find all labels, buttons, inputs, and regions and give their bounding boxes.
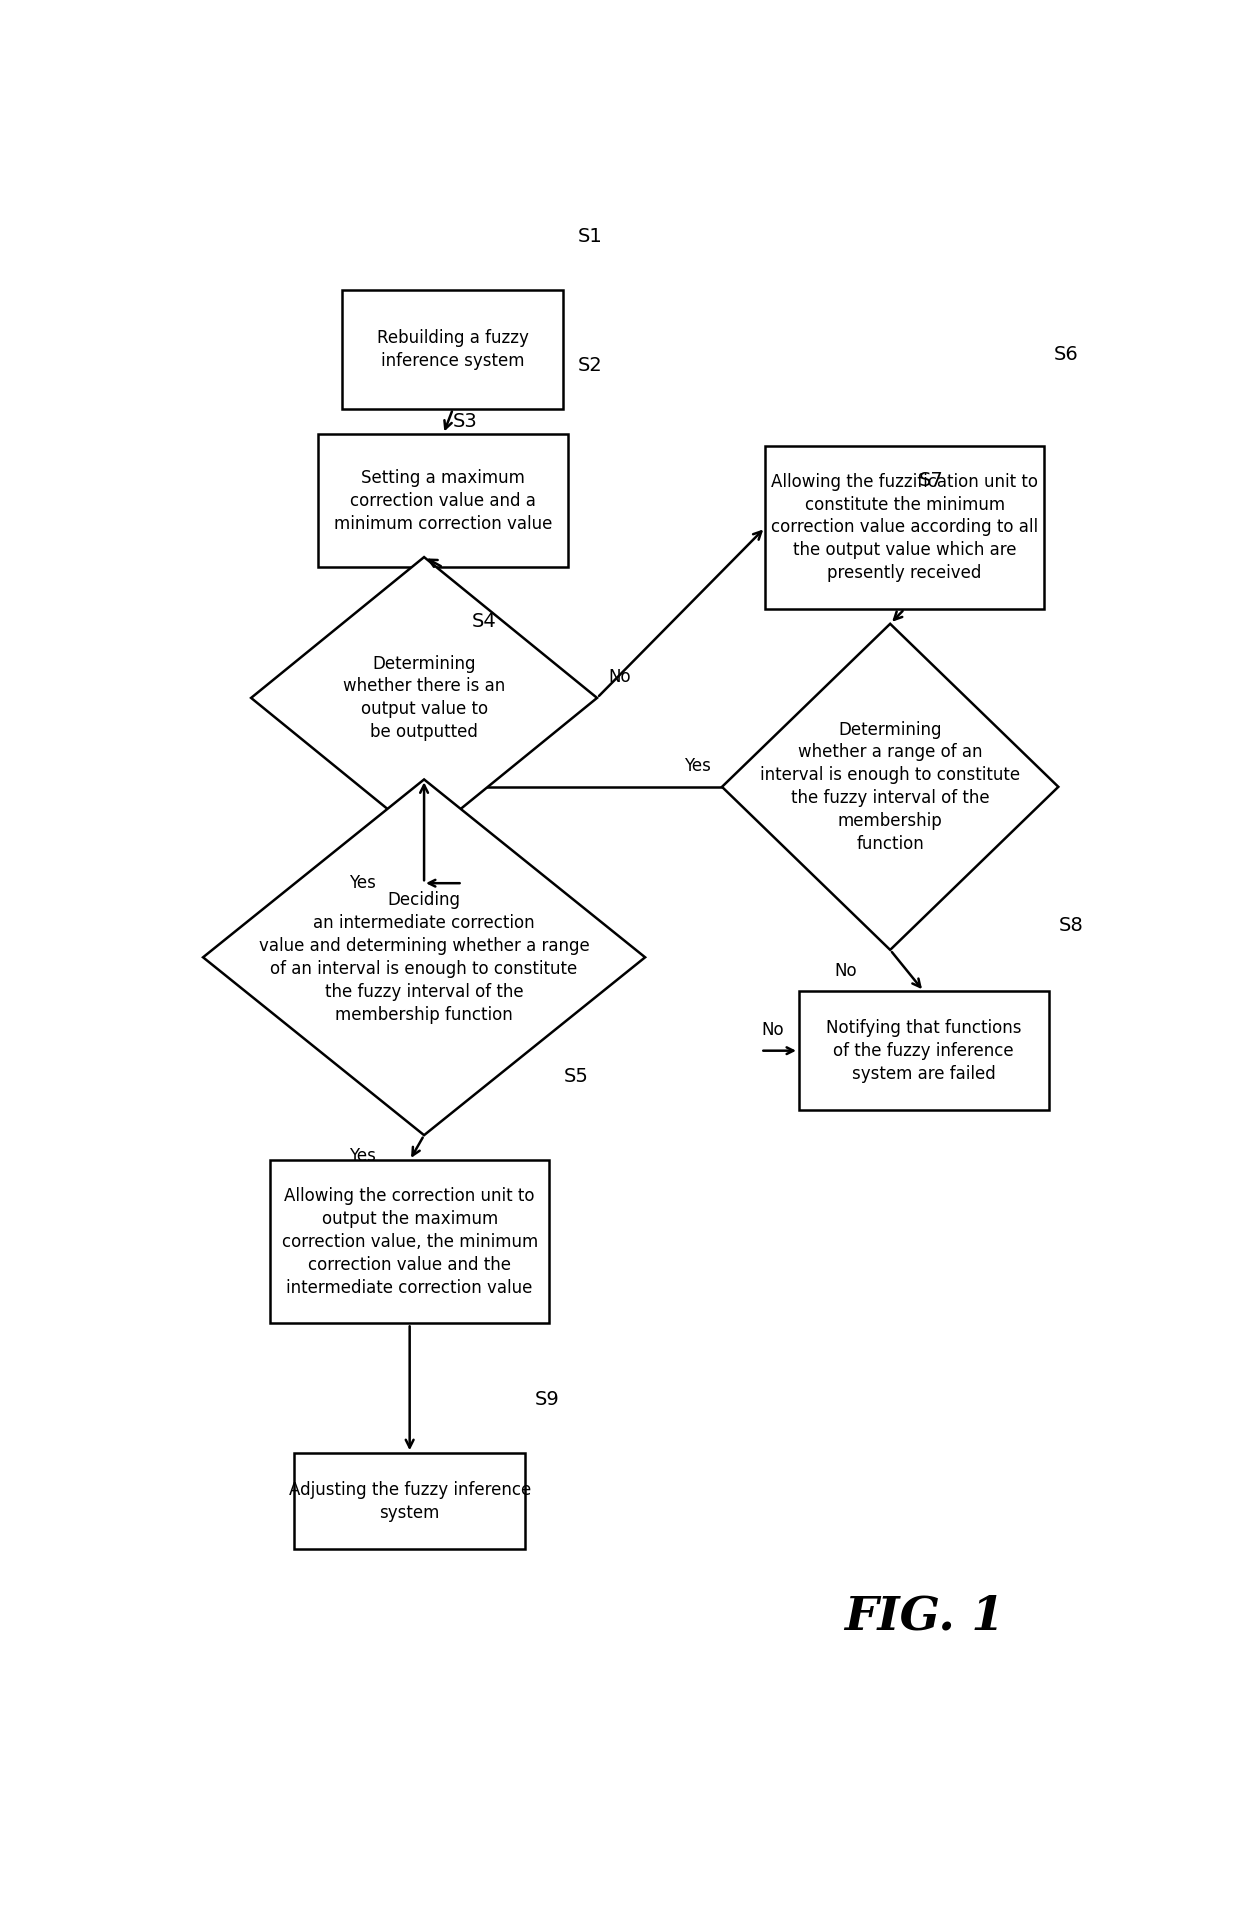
Text: S2: S2 (578, 356, 603, 375)
Text: Setting a maximum
correction value and a
minimum correction value: Setting a maximum correction value and a… (334, 470, 553, 533)
Text: Determining
whether a range of an
interval is enough to constitute
the fuzzy int: Determining whether a range of an interv… (760, 720, 1021, 853)
Text: Deciding
an intermediate correction
value and determining whether a range
of an : Deciding an intermediate correction valu… (259, 891, 589, 1024)
Polygon shape (722, 624, 1058, 949)
Text: S3: S3 (453, 412, 477, 431)
Text: Yes: Yes (683, 757, 711, 776)
Text: No: No (835, 962, 857, 980)
Text: Allowing the fuzzification unit to
constitute the minimum
correction value accor: Allowing the fuzzification unit to const… (771, 474, 1038, 581)
Text: No: No (609, 668, 631, 685)
Text: Determining
whether there is an
output value to
be outputted: Determining whether there is an output v… (343, 654, 505, 741)
Text: Yes: Yes (350, 1147, 376, 1165)
Text: S5: S5 (563, 1066, 588, 1086)
Text: S8: S8 (1059, 916, 1083, 936)
Text: S9: S9 (534, 1390, 559, 1409)
Text: S7: S7 (919, 472, 944, 491)
Text: Allowing the correction unit to
output the maximum
correction value, the minimum: Allowing the correction unit to output t… (281, 1188, 538, 1297)
FancyBboxPatch shape (294, 1453, 525, 1550)
Text: S6: S6 (1054, 345, 1079, 364)
Polygon shape (250, 556, 596, 839)
FancyBboxPatch shape (319, 433, 568, 568)
Text: Notifying that functions
of the fuzzy inference
system are failed: Notifying that functions of the fuzzy in… (826, 1018, 1022, 1082)
Polygon shape (203, 780, 645, 1136)
Text: S4: S4 (472, 612, 497, 631)
Text: Yes: Yes (350, 874, 376, 891)
Text: Rebuilding a fuzzy
inference system: Rebuilding a fuzzy inference system (377, 329, 528, 370)
FancyBboxPatch shape (765, 447, 1044, 608)
Text: No: No (761, 1020, 785, 1040)
Text: S1: S1 (578, 227, 603, 246)
Text: Adjusting the fuzzy inference
system: Adjusting the fuzzy inference system (289, 1480, 531, 1523)
FancyBboxPatch shape (799, 991, 1049, 1111)
Text: FIG. 1: FIG. 1 (843, 1594, 1004, 1640)
FancyBboxPatch shape (270, 1161, 549, 1322)
FancyBboxPatch shape (342, 291, 563, 408)
